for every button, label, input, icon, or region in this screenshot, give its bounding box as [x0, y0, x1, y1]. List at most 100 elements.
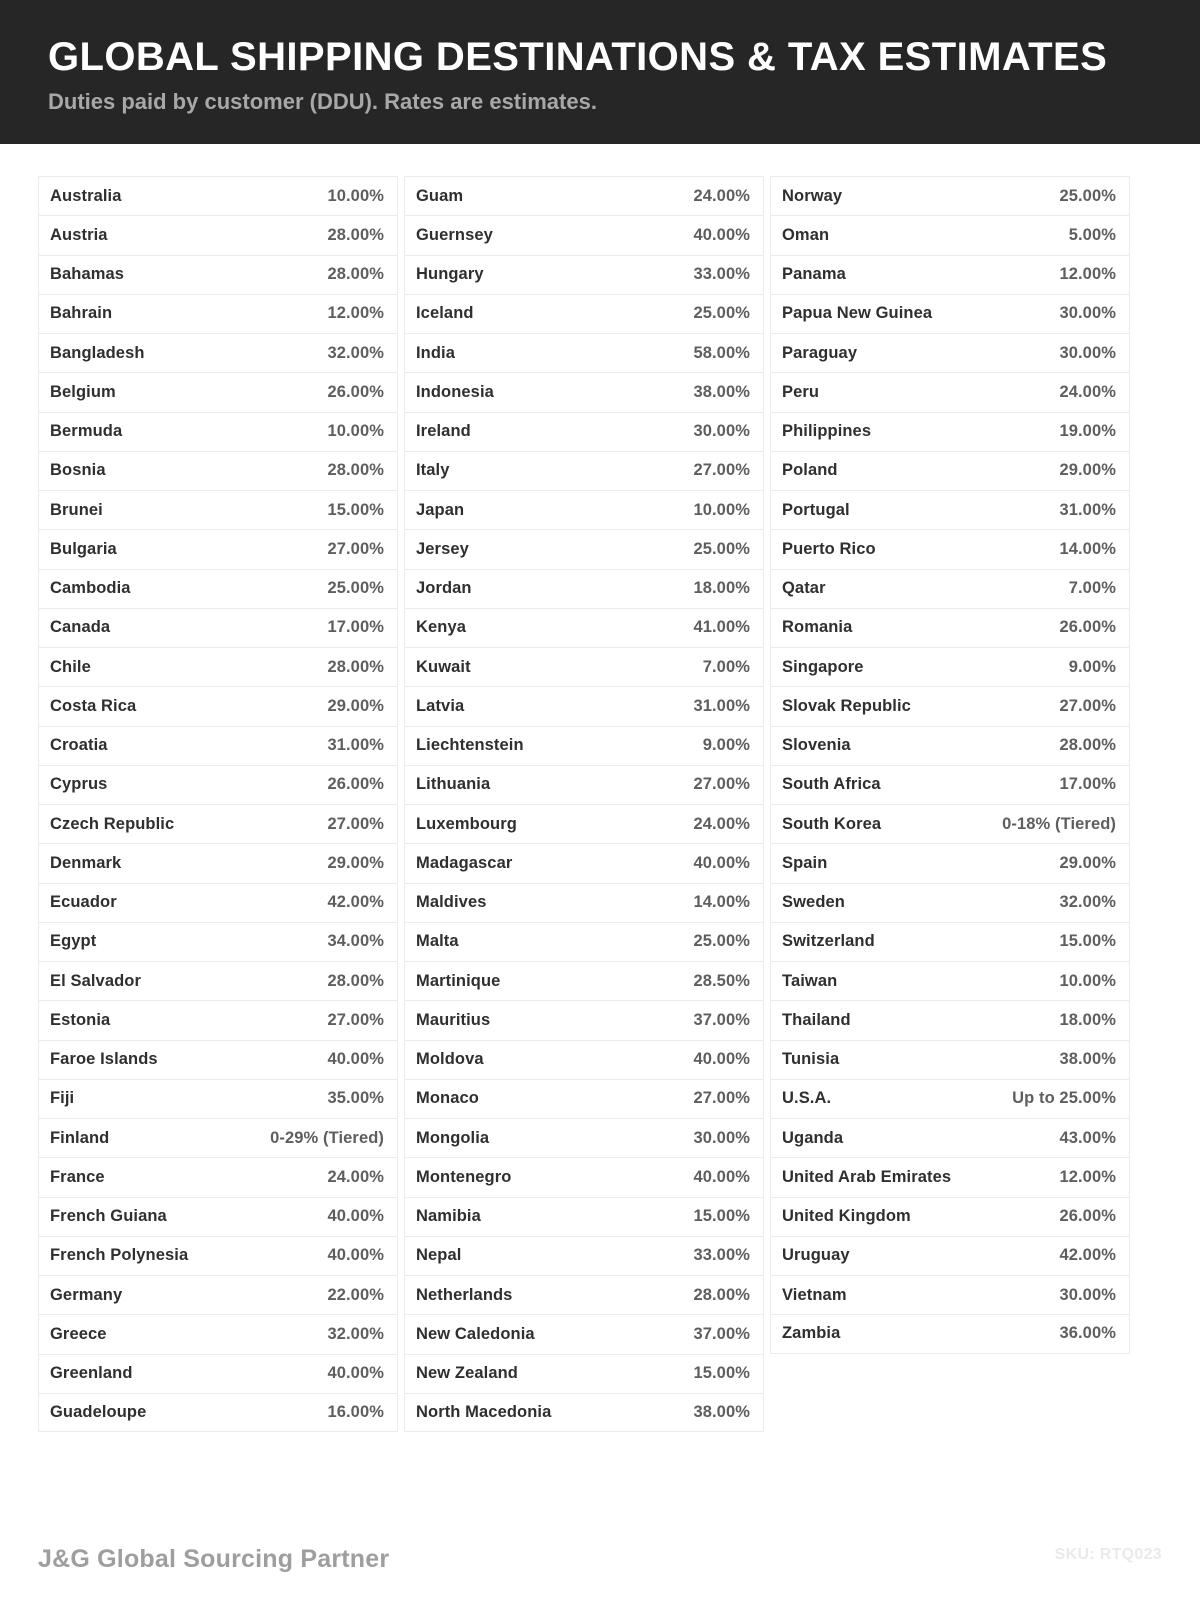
table-row[interactable]: Cyprus 26.00%	[38, 764, 398, 804]
table-row[interactable]: Italy 27.00%	[404, 450, 764, 490]
table-row[interactable]: Papua New Guinea 30.00%	[770, 293, 1130, 333]
table-row[interactable]: Guam 24.00%	[404, 176, 764, 216]
table-row[interactable]: Poland 29.00%	[770, 450, 1130, 490]
table-row[interactable]: Belgium 26.00%	[38, 372, 398, 412]
table-row[interactable]: Indonesia 38.00%	[404, 372, 764, 412]
table-row[interactable]: Germany 22.00%	[38, 1275, 398, 1315]
tax-rate-value: 27.00%	[693, 1089, 750, 1108]
table-row[interactable]: Sweden 32.00%	[770, 882, 1130, 922]
table-row[interactable]: French Polynesia 40.00%	[38, 1235, 398, 1275]
table-row[interactable]: Luxembourg 24.00%	[404, 804, 764, 844]
table-row[interactable]: Chile 28.00%	[38, 647, 398, 687]
table-row[interactable]: New Caledonia 37.00%	[404, 1314, 764, 1354]
table-row[interactable]: Australia 10.00%	[38, 176, 398, 216]
table-row[interactable]: Mongolia 30.00%	[404, 1118, 764, 1158]
table-row[interactable]: Finland 0-29% (Tiered)	[38, 1118, 398, 1158]
table-row[interactable]: Bahrain 12.00%	[38, 293, 398, 333]
table-row[interactable]: Malta 25.00%	[404, 921, 764, 961]
country-name: Taiwan	[782, 971, 838, 990]
table-row[interactable]: Namibia 15.00%	[404, 1196, 764, 1236]
table-row[interactable]: Taiwan 10.00%	[770, 961, 1130, 1001]
table-row[interactable]: South Africa 17.00%	[770, 764, 1130, 804]
table-row[interactable]: New Zealand 15.00%	[404, 1353, 764, 1393]
table-row[interactable]: Bahamas 28.00%	[38, 254, 398, 294]
table-row[interactable]: Canada 17.00%	[38, 607, 398, 647]
table-row[interactable]: United Arab Emirates 12.00%	[770, 1157, 1130, 1197]
table-row[interactable]: Kuwait 7.00%	[404, 647, 764, 687]
table-row[interactable]: Mauritius 37.00%	[404, 1000, 764, 1040]
table-row[interactable]: U.S.A. Up to 25.00%	[770, 1078, 1130, 1118]
table-row[interactable]: Guernsey 40.00%	[404, 215, 764, 255]
table-row[interactable]: Moldova 40.00%	[404, 1039, 764, 1079]
table-row[interactable]: Bosnia 28.00%	[38, 450, 398, 490]
table-row[interactable]: Costa Rica 29.00%	[38, 686, 398, 726]
table-row[interactable]: Switzerland 15.00%	[770, 921, 1130, 961]
table-row[interactable]: Czech Republic 27.00%	[38, 804, 398, 844]
table-row[interactable]: Ireland 30.00%	[404, 411, 764, 451]
table-row[interactable]: Vietnam 30.00%	[770, 1275, 1130, 1315]
table-row[interactable]: Zambia 36.00%	[770, 1314, 1130, 1354]
table-row[interactable]: Philippines 19.00%	[770, 411, 1130, 451]
table-row[interactable]: Oman 5.00%	[770, 215, 1130, 255]
table-row[interactable]: Denmark 29.00%	[38, 843, 398, 883]
table-row[interactable]: Puerto Rico 14.00%	[770, 529, 1130, 569]
table-row[interactable]: Austria 28.00%	[38, 215, 398, 255]
table-row[interactable]: Paraguay 30.00%	[770, 333, 1130, 373]
table-row[interactable]: El Salvador 28.00%	[38, 961, 398, 1001]
table-row[interactable]: Norway 25.00%	[770, 176, 1130, 216]
table-row[interactable]: Faroe Islands 40.00%	[38, 1039, 398, 1079]
table-row[interactable]: Jersey 25.00%	[404, 529, 764, 569]
table-row[interactable]: Peru 24.00%	[770, 372, 1130, 412]
table-row[interactable]: United Kingdom 26.00%	[770, 1196, 1130, 1236]
table-row[interactable]: Egypt 34.00%	[38, 921, 398, 961]
table-row[interactable]: Latvia 31.00%	[404, 686, 764, 726]
country-name: Japan	[416, 500, 465, 519]
table-row[interactable]: Estonia 27.00%	[38, 1000, 398, 1040]
table-row[interactable]: Croatia 31.00%	[38, 725, 398, 765]
table-row[interactable]: Monaco 27.00%	[404, 1078, 764, 1118]
table-row[interactable]: Jordan 18.00%	[404, 568, 764, 608]
table-row[interactable]: Qatar 7.00%	[770, 568, 1130, 608]
table-row[interactable]: Thailand 18.00%	[770, 1000, 1130, 1040]
table-row[interactable]: Martinique 28.50%	[404, 961, 764, 1001]
table-row[interactable]: Slovenia 28.00%	[770, 725, 1130, 765]
table-row[interactable]: Lithuania 27.00%	[404, 764, 764, 804]
table-row[interactable]: India 58.00%	[404, 333, 764, 373]
table-row[interactable]: Cambodia 25.00%	[38, 568, 398, 608]
table-row[interactable]: Fiji 35.00%	[38, 1078, 398, 1118]
table-row[interactable]: Bulgaria 27.00%	[38, 529, 398, 569]
table-row[interactable]: Maldives 14.00%	[404, 882, 764, 922]
tax-rate-value: 28.00%	[693, 1285, 750, 1304]
table-row[interactable]: Greece 32.00%	[38, 1314, 398, 1354]
table-row[interactable]: Ecuador 42.00%	[38, 882, 398, 922]
table-row[interactable]: Kenya 41.00%	[404, 607, 764, 647]
table-row[interactable]: Guadeloupe 16.00%	[38, 1392, 398, 1432]
table-row[interactable]: Spain 29.00%	[770, 843, 1130, 883]
table-row[interactable]: North Macedonia 38.00%	[404, 1392, 764, 1432]
table-row[interactable]: Bangladesh 32.00%	[38, 333, 398, 373]
country-name: Chile	[50, 657, 91, 676]
table-row[interactable]: Netherlands 28.00%	[404, 1275, 764, 1315]
table-row[interactable]: Tunisia 38.00%	[770, 1039, 1130, 1079]
table-row[interactable]: Singapore 9.00%	[770, 647, 1130, 687]
table-row[interactable]: Madagascar 40.00%	[404, 843, 764, 883]
table-row[interactable]: Romania 26.00%	[770, 607, 1130, 647]
table-row[interactable]: Bermuda 10.00%	[38, 411, 398, 451]
table-row[interactable]: France 24.00%	[38, 1157, 398, 1197]
table-row[interactable]: Japan 10.00%	[404, 490, 764, 530]
table-row[interactable]: Iceland 25.00%	[404, 293, 764, 333]
table-row[interactable]: Greenland 40.00%	[38, 1353, 398, 1393]
table-row[interactable]: Slovak Republic 27.00%	[770, 686, 1130, 726]
table-row[interactable]: South Korea 0-18% (Tiered)	[770, 804, 1130, 844]
table-row[interactable]: Liechtenstein 9.00%	[404, 725, 764, 765]
table-row[interactable]: Brunei 15.00%	[38, 490, 398, 530]
table-row[interactable]: French Guiana 40.00%	[38, 1196, 398, 1236]
table-row[interactable]: Portugal 31.00%	[770, 490, 1130, 530]
tax-rate-value: 24.00%	[327, 1167, 384, 1186]
table-row[interactable]: Uruguay 42.00%	[770, 1235, 1130, 1275]
table-row[interactable]: Hungary 33.00%	[404, 254, 764, 294]
table-row[interactable]: Uganda 43.00%	[770, 1118, 1130, 1158]
table-row[interactable]: Nepal 33.00%	[404, 1235, 764, 1275]
table-row[interactable]: Panama 12.00%	[770, 254, 1130, 294]
table-row[interactable]: Montenegro 40.00%	[404, 1157, 764, 1197]
